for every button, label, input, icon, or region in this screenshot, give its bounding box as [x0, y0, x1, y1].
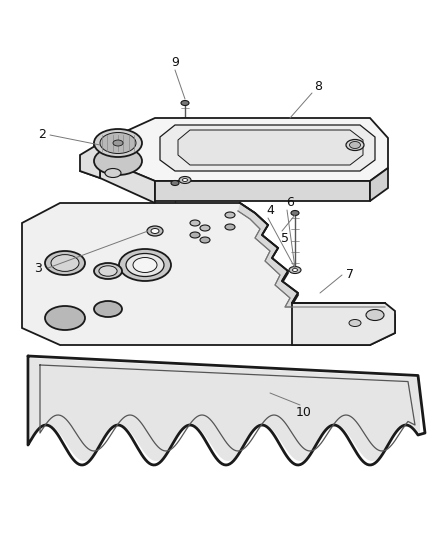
Ellipse shape — [225, 224, 235, 230]
Ellipse shape — [179, 176, 191, 183]
Text: 6: 6 — [286, 197, 294, 209]
Ellipse shape — [147, 226, 163, 236]
Ellipse shape — [225, 212, 235, 218]
Polygon shape — [30, 358, 420, 461]
Text: 9: 9 — [171, 56, 179, 69]
Ellipse shape — [45, 251, 85, 275]
Polygon shape — [22, 203, 395, 345]
Text: 2: 2 — [38, 128, 46, 141]
Polygon shape — [160, 125, 375, 171]
Polygon shape — [238, 203, 385, 307]
Ellipse shape — [200, 237, 210, 243]
Polygon shape — [100, 158, 155, 203]
Polygon shape — [292, 303, 395, 345]
Ellipse shape — [293, 269, 297, 271]
Polygon shape — [80, 143, 100, 178]
Ellipse shape — [200, 225, 210, 231]
Ellipse shape — [289, 266, 301, 273]
Ellipse shape — [151, 229, 159, 233]
Ellipse shape — [100, 133, 136, 154]
Ellipse shape — [51, 255, 79, 271]
Ellipse shape — [113, 140, 123, 146]
Ellipse shape — [190, 232, 200, 238]
Ellipse shape — [94, 147, 142, 175]
Ellipse shape — [45, 306, 85, 330]
Ellipse shape — [181, 101, 189, 106]
Ellipse shape — [94, 263, 122, 279]
Ellipse shape — [291, 211, 299, 215]
Ellipse shape — [171, 181, 179, 185]
Ellipse shape — [94, 301, 122, 317]
Ellipse shape — [350, 141, 360, 149]
Ellipse shape — [346, 140, 364, 150]
Polygon shape — [178, 130, 363, 165]
Ellipse shape — [126, 254, 164, 277]
Ellipse shape — [94, 129, 142, 157]
Text: 10: 10 — [296, 407, 312, 419]
Text: 5: 5 — [281, 231, 289, 245]
Polygon shape — [155, 181, 370, 201]
Text: 3: 3 — [34, 262, 42, 274]
Text: 7: 7 — [346, 269, 354, 281]
Ellipse shape — [349, 319, 361, 327]
Ellipse shape — [105, 168, 121, 177]
Ellipse shape — [119, 249, 171, 281]
Ellipse shape — [183, 179, 187, 182]
Ellipse shape — [366, 310, 384, 320]
Text: 8: 8 — [314, 79, 322, 93]
Ellipse shape — [133, 257, 157, 272]
Polygon shape — [370, 168, 388, 201]
Ellipse shape — [99, 266, 117, 276]
Polygon shape — [100, 118, 388, 181]
Ellipse shape — [190, 220, 200, 226]
Text: 4: 4 — [266, 205, 274, 217]
